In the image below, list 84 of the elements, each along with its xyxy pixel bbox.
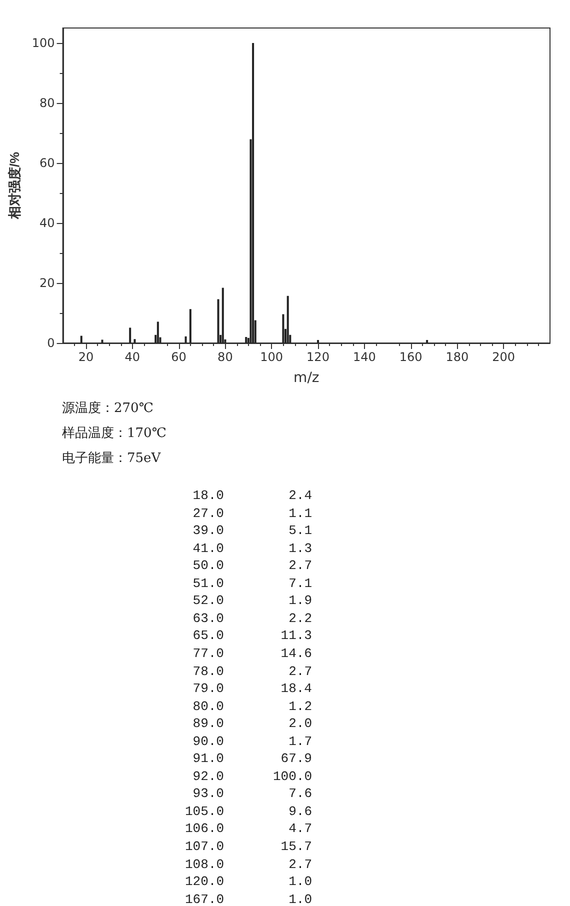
y-tick-label: 40 [40, 216, 55, 230]
y-tick-label: 0 [47, 336, 55, 350]
text: 65.0 [192, 628, 224, 644]
y-tick-label: 60 [40, 156, 55, 170]
text: 1.1 [288, 506, 312, 521]
text: 1.3 [288, 540, 312, 556]
text: 1.2 [288, 698, 312, 714]
x-tick-label: 20 [78, 350, 94, 364]
text: 120.0 [184, 874, 224, 890]
text: 2.7 [288, 558, 312, 574]
y-tick-label: 20 [40, 276, 55, 290]
text: 50.0 [192, 558, 224, 574]
text: 108.0 [184, 856, 224, 872]
text: 105.0 [184, 804, 224, 819]
text: 107.0 [184, 839, 224, 854]
bar [222, 288, 224, 343]
text: 18.0 [192, 488, 224, 503]
text: 7.1 [288, 576, 312, 591]
text: 2.4 [288, 488, 312, 503]
bar [156, 322, 159, 343]
bar [217, 299, 220, 343]
text: 7.6 [288, 786, 312, 802]
bar [426, 340, 428, 343]
bar [129, 328, 132, 343]
text: 样品温度：170℃ [62, 425, 166, 441]
x-tick-label: 120 [306, 350, 330, 364]
text: 78.0 [192, 664, 224, 678]
text: 1.0 [288, 892, 312, 906]
x-tick-label: 100 [260, 350, 284, 364]
x-tick-label: 40 [124, 350, 140, 364]
x-tick-label: 180 [446, 350, 469, 364]
bar [101, 340, 104, 343]
text: 80.0 [192, 698, 224, 714]
x-tick-label: 80 [218, 350, 233, 364]
bar [245, 337, 248, 343]
text: 167.0 [184, 892, 224, 906]
text: 18.4 [280, 681, 312, 696]
text: 51.0 [192, 576, 224, 591]
x-tick-label: 160 [399, 350, 422, 364]
x-tick-label: 140 [352, 350, 376, 364]
bar [80, 336, 82, 343]
bar [282, 314, 284, 343]
text: 2.7 [288, 664, 312, 678]
text: 79.0 [192, 681, 224, 696]
text: 63.0 [192, 610, 224, 626]
bar [134, 339, 136, 343]
text: 1.9 [288, 593, 312, 608]
text: 2.0 [288, 716, 312, 732]
text: 4.7 [288, 821, 312, 836]
text: 源温度：270℃ [62, 400, 154, 416]
text: 89.0 [192, 716, 224, 732]
bar [286, 296, 289, 343]
text: 9.6 [288, 804, 312, 819]
text: 2.2 [288, 610, 312, 626]
text: 93.0 [192, 786, 224, 802]
text: 14.6 [280, 646, 312, 661]
text: 5.1 [288, 523, 312, 538]
y-axis-title: 相对强度/% [7, 151, 22, 220]
bar [252, 43, 254, 343]
text: 90.0 [192, 734, 224, 749]
text: 11.3 [280, 628, 312, 644]
text: 15.7 [280, 839, 312, 854]
text: 39.0 [192, 523, 224, 538]
x-axis-title: m/z [294, 370, 320, 386]
text: 1.7 [288, 734, 312, 749]
y-tick-label: 100 [32, 36, 55, 50]
text: 106.0 [184, 821, 224, 836]
text: 1.0 [288, 874, 312, 890]
text: 91.0 [192, 751, 224, 766]
text: 77.0 [192, 646, 224, 661]
text: 2.7 [288, 856, 312, 872]
bar [317, 340, 319, 343]
text: 41.0 [192, 540, 224, 556]
bar [184, 336, 187, 343]
text: 67.9 [280, 751, 312, 766]
text: 52.0 [192, 593, 224, 608]
x-tick-label: 200 [492, 350, 516, 364]
x-tick-label: 60 [171, 350, 186, 364]
text: 92.0 [192, 768, 224, 784]
bar [189, 309, 192, 343]
text: 100.0 [272, 768, 312, 784]
text: 电子能量：75eV [62, 451, 162, 466]
text: 27.0 [192, 506, 224, 521]
y-tick-label: 80 [40, 96, 55, 110]
